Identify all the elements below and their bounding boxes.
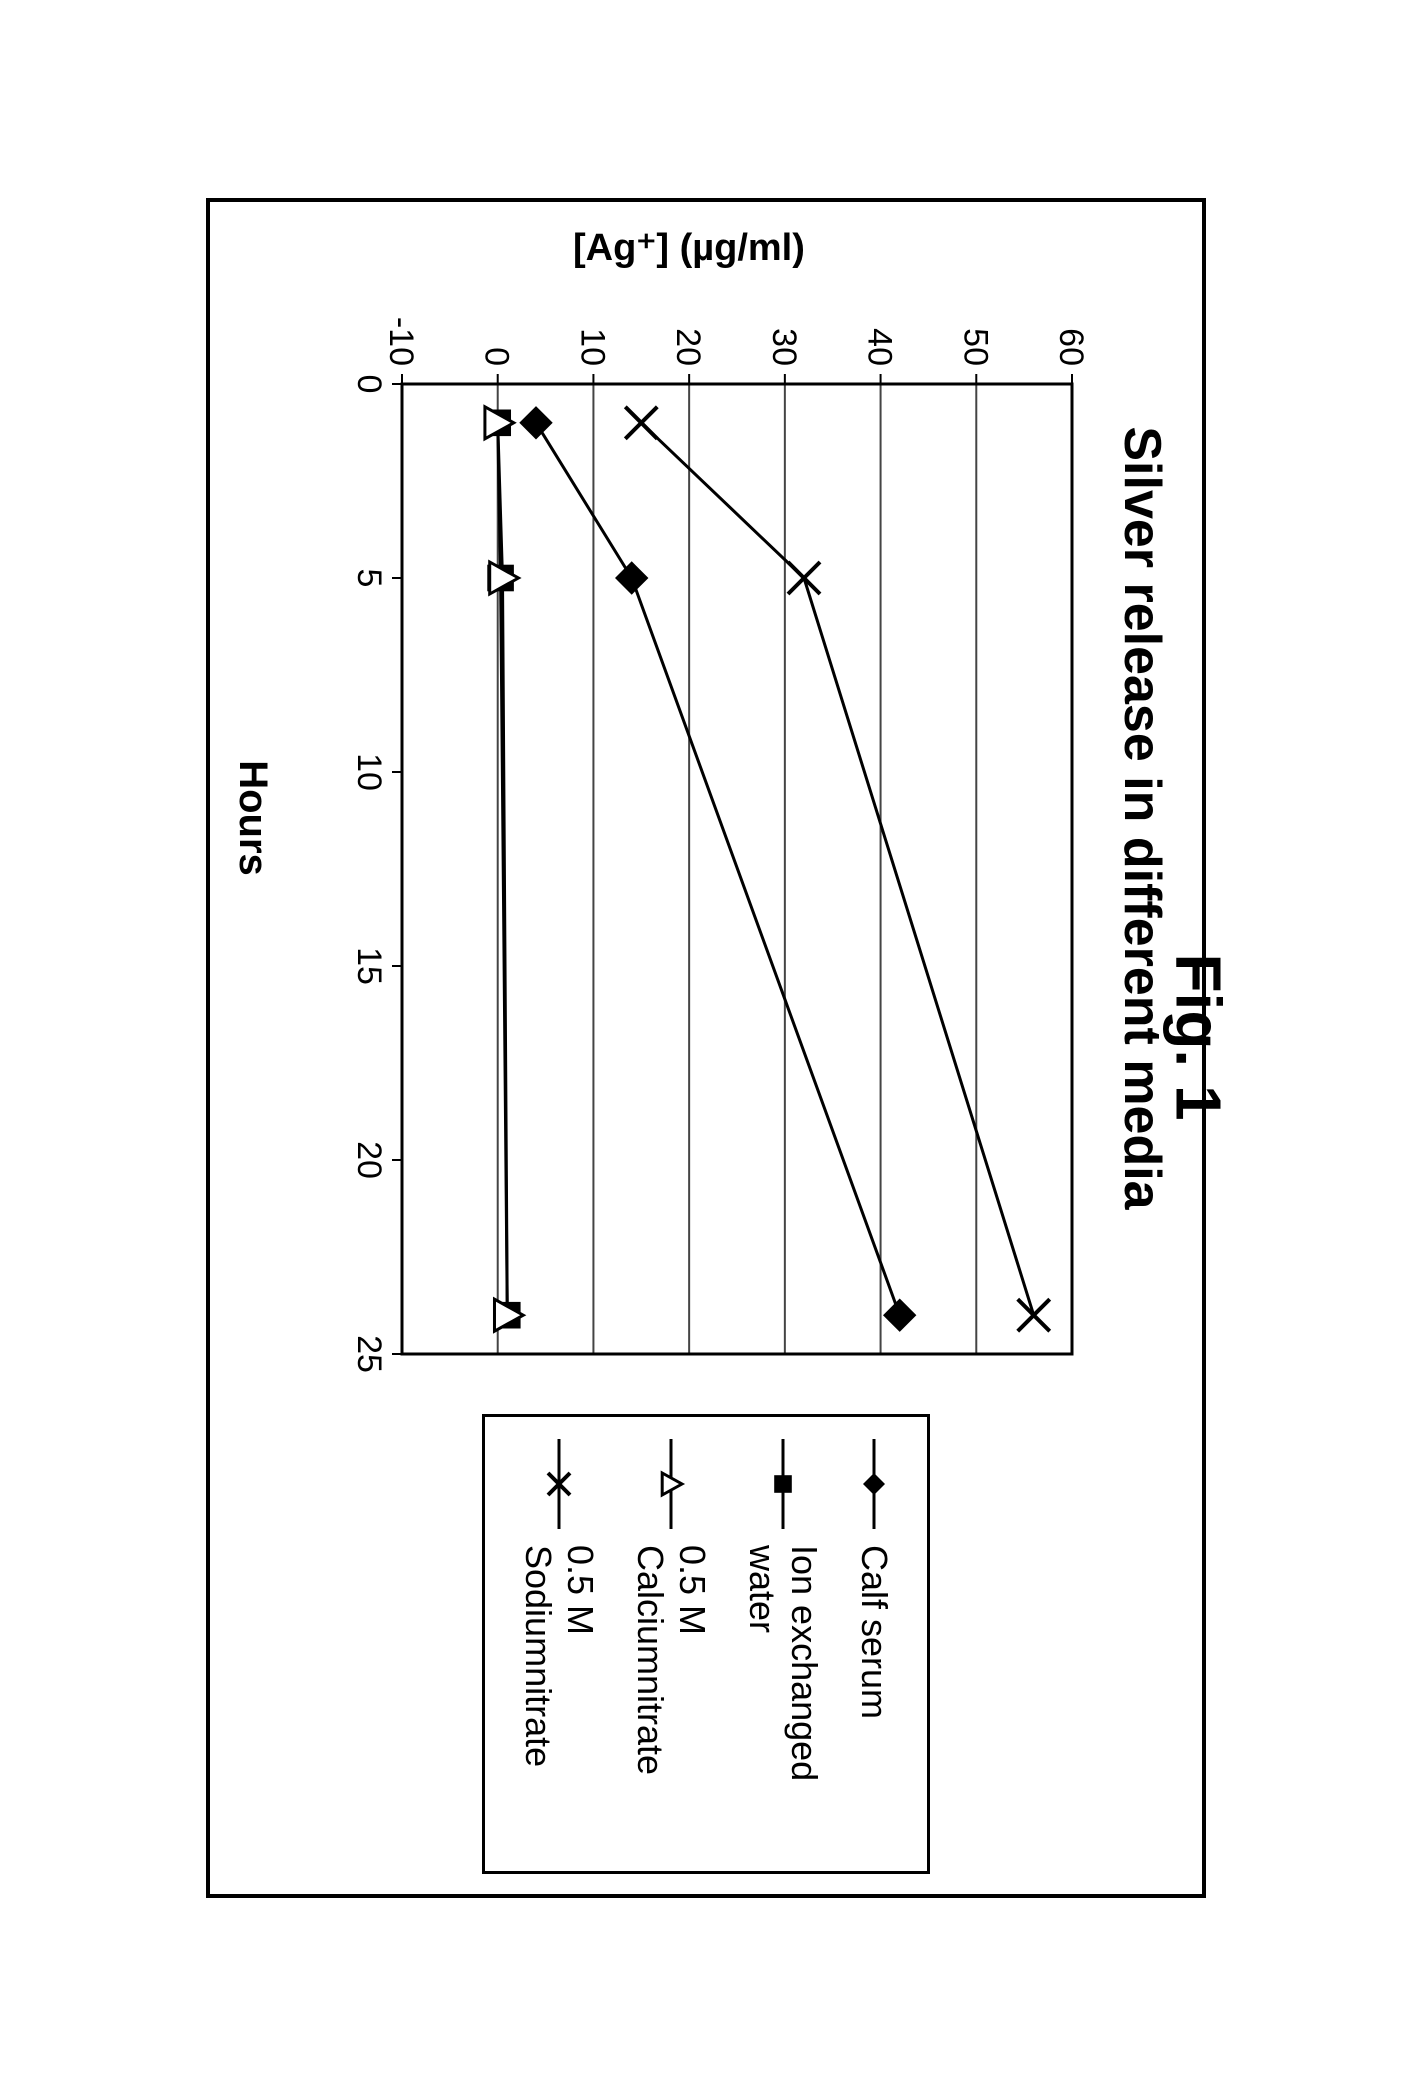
svg-text:10: 10	[573, 328, 611, 366]
legend-item: Ion exchanged water	[727, 1439, 839, 1849]
svg-text:-10: -10	[382, 317, 420, 366]
svg-text:20: 20	[350, 1141, 388, 1179]
svg-text:30: 30	[765, 328, 803, 366]
svg-text:10: 10	[350, 753, 388, 791]
card-inner: Silver release in different media [Ag⁺] …	[230, 222, 1182, 1874]
legend-label: Ion exchanged water	[741, 1545, 825, 1849]
svg-text:0: 0	[350, 375, 388, 394]
svg-text:40: 40	[861, 328, 899, 366]
legend-marker-triangle-open	[653, 1439, 689, 1529]
rotated-container: Silver release in different media [Ag⁺] …	[206, 198, 1206, 1898]
plot-area: -10 0 10 20 30 40 50 60 0 5 10 15 20 25	[332, 274, 1092, 1374]
y-axis-label: [Ag⁺] (µg/ml)	[285, 222, 1092, 274]
plot-row: [Ag⁺] (µg/ml) -10 0 10 20 30 40 50 60 0 5 10 15 20 25	[285, 222, 1092, 1414]
svg-text:60: 60	[1052, 328, 1090, 366]
chart-title: Silver release in different media	[1112, 222, 1172, 1414]
legend-marker-x	[541, 1439, 577, 1529]
legend-label: Calf serum	[853, 1545, 895, 1719]
legend-label: 0.5 M Sodiumnitrate	[517, 1545, 601, 1849]
svg-text:0: 0	[478, 347, 516, 366]
legend-item: 0.5 M Calciumnitrate	[615, 1439, 727, 1849]
figure-caption: Fig. 1	[1161, 953, 1235, 1120]
page: Silver release in different media [Ag⁺] …	[0, 0, 1412, 2096]
legend-label: 0.5 M Calciumnitrate	[629, 1545, 713, 1849]
legend-item: 0.5 M Sodiumnitrate	[503, 1439, 615, 1849]
chart-column: Silver release in different media [Ag⁺] …	[230, 222, 1182, 1414]
legend-marker-square-filled	[765, 1439, 801, 1529]
legend-marker-diamond-filled	[856, 1439, 892, 1529]
svg-text:25: 25	[350, 1335, 388, 1373]
legend-item: Calf serum	[839, 1439, 909, 1849]
chart-card: Silver release in different media [Ag⁺] …	[206, 198, 1206, 1898]
svg-text:15: 15	[350, 947, 388, 985]
legend-box: Calf serum Ion exchanged water 0.5 M Calci…	[482, 1414, 930, 1874]
svg-text:5: 5	[350, 569, 388, 588]
svg-text:50: 50	[956, 328, 994, 366]
svg-text:20: 20	[669, 328, 707, 366]
x-axis-label: Hours	[230, 222, 275, 1414]
legend-column: Calf serum Ion exchanged water 0.5 M Calci…	[230, 1414, 1182, 1874]
